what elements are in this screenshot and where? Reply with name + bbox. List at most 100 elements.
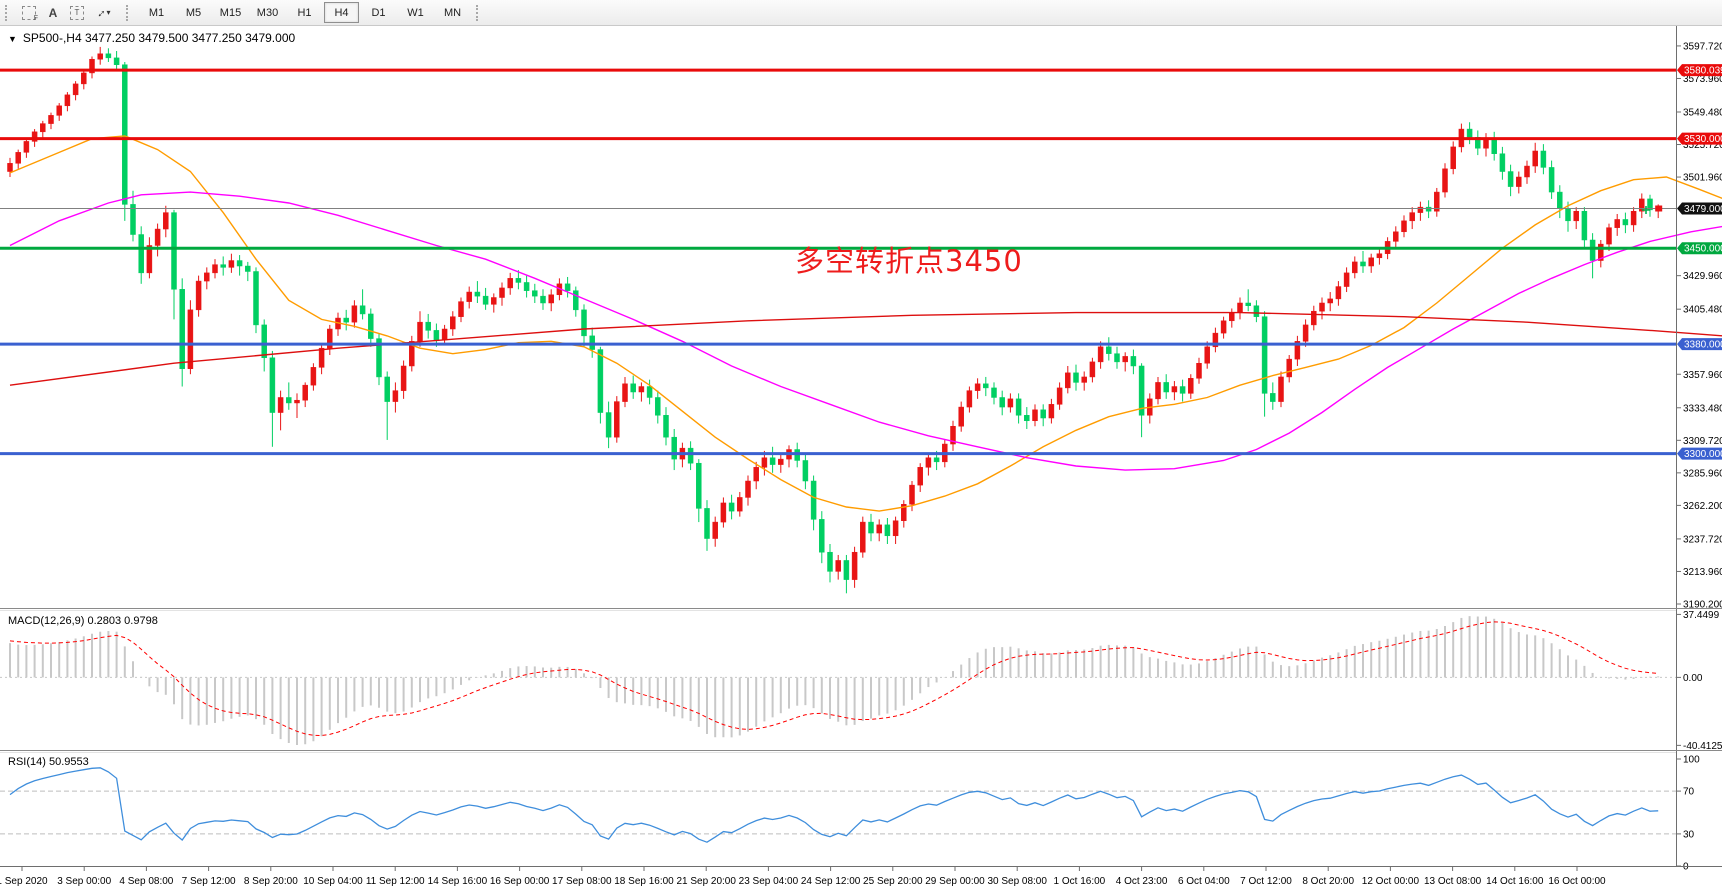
- time-label: 6 Oct 04:00: [1178, 876, 1230, 887]
- price-badge-3580.039: 3580.039: [1677, 64, 1722, 77]
- time-label: 16 Sep 00:00: [490, 876, 550, 887]
- svg-text:3501.960: 3501.960: [1683, 173, 1722, 184]
- candlesticks: [7, 46, 1661, 594]
- timeframe-button-M5[interactable]: M5: [185, 6, 202, 19]
- moving-average-lines: [9, 135, 1722, 512]
- timeframe-button-M15[interactable]: M15: [219, 6, 242, 19]
- svg-text:3479.000: 3479.000: [1684, 204, 1722, 215]
- time-label: 11 Sep 12:00: [366, 876, 425, 887]
- svg-text:3262.200: 3262.200: [1683, 501, 1722, 512]
- toolbar-grip[interactable]: [126, 4, 133, 21]
- time-label: 1 Sep 2020: [0, 876, 48, 887]
- time-label: 16 Oct 00:00: [1548, 876, 1606, 887]
- svg-text:-40.4125: -40.4125: [1683, 741, 1722, 752]
- time-label: 29 Sep 00:00: [925, 876, 985, 887]
- svg-text:3309.720: 3309.720: [1683, 436, 1722, 447]
- toolbar-grip[interactable]: [476, 4, 483, 21]
- svg-text:3300.000: 3300.000: [1684, 449, 1722, 460]
- horizontal-level-lines: [0, 68, 1676, 456]
- ma-fast-orange: [9, 135, 1722, 512]
- toolbar: F A T ↕ ▾ M1 M5 M15 M30 H1 H4 D1 W1 MN: [0, 0, 1722, 26]
- t-box-glyph: T: [70, 5, 84, 20]
- svg-text:3450.000: 3450.000: [1684, 244, 1722, 255]
- timeframe-button-MN[interactable]: MN: [443, 6, 462, 19]
- current-price-badge: 3479.000: [1677, 202, 1722, 215]
- chart-grid-f-icon[interactable]: F: [18, 3, 40, 23]
- time-label: 24 Sep 12:00: [801, 876, 861, 887]
- svg-text:3525.720: 3525.720: [1683, 140, 1722, 151]
- chart-text-annotation[interactable]: 多空转折点3450: [795, 244, 1023, 278]
- macd-signal-line: [9, 621, 1659, 737]
- price-badge-3380.000: 3380.000: [1677, 338, 1722, 351]
- time-label: 7 Sep 12:00: [182, 876, 236, 887]
- ma-mid-magenta: [9, 191, 1722, 471]
- timeframe-button-W1[interactable]: W1: [407, 6, 424, 19]
- macd-scale: 37.4499 0.00 -40.4125: [1676, 610, 1722, 752]
- time-label: 10 Sep 04:00: [303, 876, 363, 887]
- svg-text:3357.960: 3357.960: [1683, 370, 1722, 381]
- time-label: 4 Sep 08:00: [119, 876, 173, 887]
- price-badge-3450.000: 3450.000: [1677, 242, 1722, 255]
- time-label: 23 Sep 04:00: [739, 876, 799, 887]
- ma-slow-red: [9, 311, 1722, 386]
- svg-text:3213.960: 3213.960: [1683, 567, 1722, 578]
- time-label: 8 Sep 20:00: [244, 876, 298, 887]
- text-box-icon[interactable]: T: [66, 3, 88, 23]
- svg-text:3549.480: 3549.480: [1683, 107, 1722, 118]
- svg-text:3190.200: 3190.200: [1683, 599, 1722, 610]
- svg-text:3380.000: 3380.000: [1684, 340, 1722, 351]
- symbol-dropdown-icon[interactable]: ▼: [8, 34, 17, 44]
- time-label: 17 Sep 08:00: [552, 876, 612, 887]
- svg-text:70: 70: [1683, 787, 1695, 798]
- dashed-box-glyph: [22, 5, 36, 20]
- svg-text:0.00: 0.00: [1683, 673, 1703, 684]
- macd-indicator-label: MACD(12,26,9) 0.2803 0.9798: [8, 615, 158, 627]
- timeframe-button-M1[interactable]: M1: [148, 6, 165, 19]
- plus-marker: [1642, 206, 1650, 214]
- timeframe-button-H1[interactable]: H1: [297, 6, 312, 19]
- svg-text:3285.960: 3285.960: [1683, 468, 1722, 479]
- last-price-marker: [1655, 205, 1663, 212]
- dropdown-caret-icon: ▾: [106, 8, 111, 17]
- svg-text:100: 100: [1683, 755, 1700, 766]
- svg-text:3530.000: 3530.000: [1684, 134, 1722, 145]
- text-a-icon[interactable]: A: [42, 3, 64, 23]
- a-glyph: A: [48, 5, 58, 20]
- svg-text:3580.039: 3580.039: [1684, 66, 1722, 77]
- time-label: 1 Oct 16:00: [1054, 876, 1106, 887]
- time-label: 7 Oct 12:00: [1240, 876, 1292, 887]
- rsi-indicator-label: RSI(14) 50.9553: [8, 756, 89, 768]
- macd-histogram: [9, 616, 1660, 745]
- svg-text:3429.960: 3429.960: [1683, 271, 1722, 282]
- time-label: 4 Oct 23:00: [1116, 876, 1168, 887]
- timeframe-button-D1[interactable]: D1: [371, 6, 386, 19]
- cursor-arrows-icon[interactable]: ↕ ▾: [90, 3, 120, 23]
- price-scale: 3597.720 3573.960 3549.480 3525.720 3501.960…: [1676, 25, 1722, 867]
- price-badge-3300.000: 3300.000: [1677, 447, 1722, 460]
- svg-text:3333.480: 3333.480: [1683, 403, 1722, 414]
- svg-text:3405.480: 3405.480: [1683, 305, 1722, 316]
- chart-title: ▼ SP500-,H4 3477.250 3479.500 3477.250 34…: [8, 31, 295, 45]
- rsi-line: [9, 767, 1659, 843]
- price-badge-3530.000: 3530.000: [1677, 132, 1722, 145]
- svg-text:3237.720: 3237.720: [1683, 534, 1722, 545]
- time-label: 18 Sep 16:00: [614, 876, 674, 887]
- svg-text:37.4499: 37.4499: [1683, 610, 1720, 621]
- svg-text:3597.720: 3597.720: [1683, 41, 1722, 52]
- f-subscript: F: [33, 14, 38, 22]
- timeframe-button-M30[interactable]: M30: [256, 6, 279, 19]
- time-label: 12 Oct 00:00: [1362, 876, 1420, 887]
- time-label: 25 Sep 20:00: [863, 876, 923, 887]
- time-label: 14 Oct 16:00: [1486, 876, 1544, 887]
- time-axis: 1 Sep 2020 3 Sep 00:00 4 Sep 08:00 7 Sep 12…: [0, 867, 1606, 887]
- toolbar-grip[interactable]: [5, 4, 12, 21]
- time-label: 3 Sep 00:00: [57, 876, 111, 887]
- svg-text:3573.960: 3573.960: [1683, 74, 1722, 85]
- timeframe-button-H4[interactable]: H4: [324, 2, 359, 23]
- time-label: 30 Sep 08:00: [987, 876, 1047, 887]
- time-label: 13 Oct 08:00: [1424, 876, 1482, 887]
- svg-text:30: 30: [1683, 829, 1695, 840]
- symbol-ohlc-text: SP500-,H4 3477.250 3479.500 3477.250 347…: [22, 31, 296, 45]
